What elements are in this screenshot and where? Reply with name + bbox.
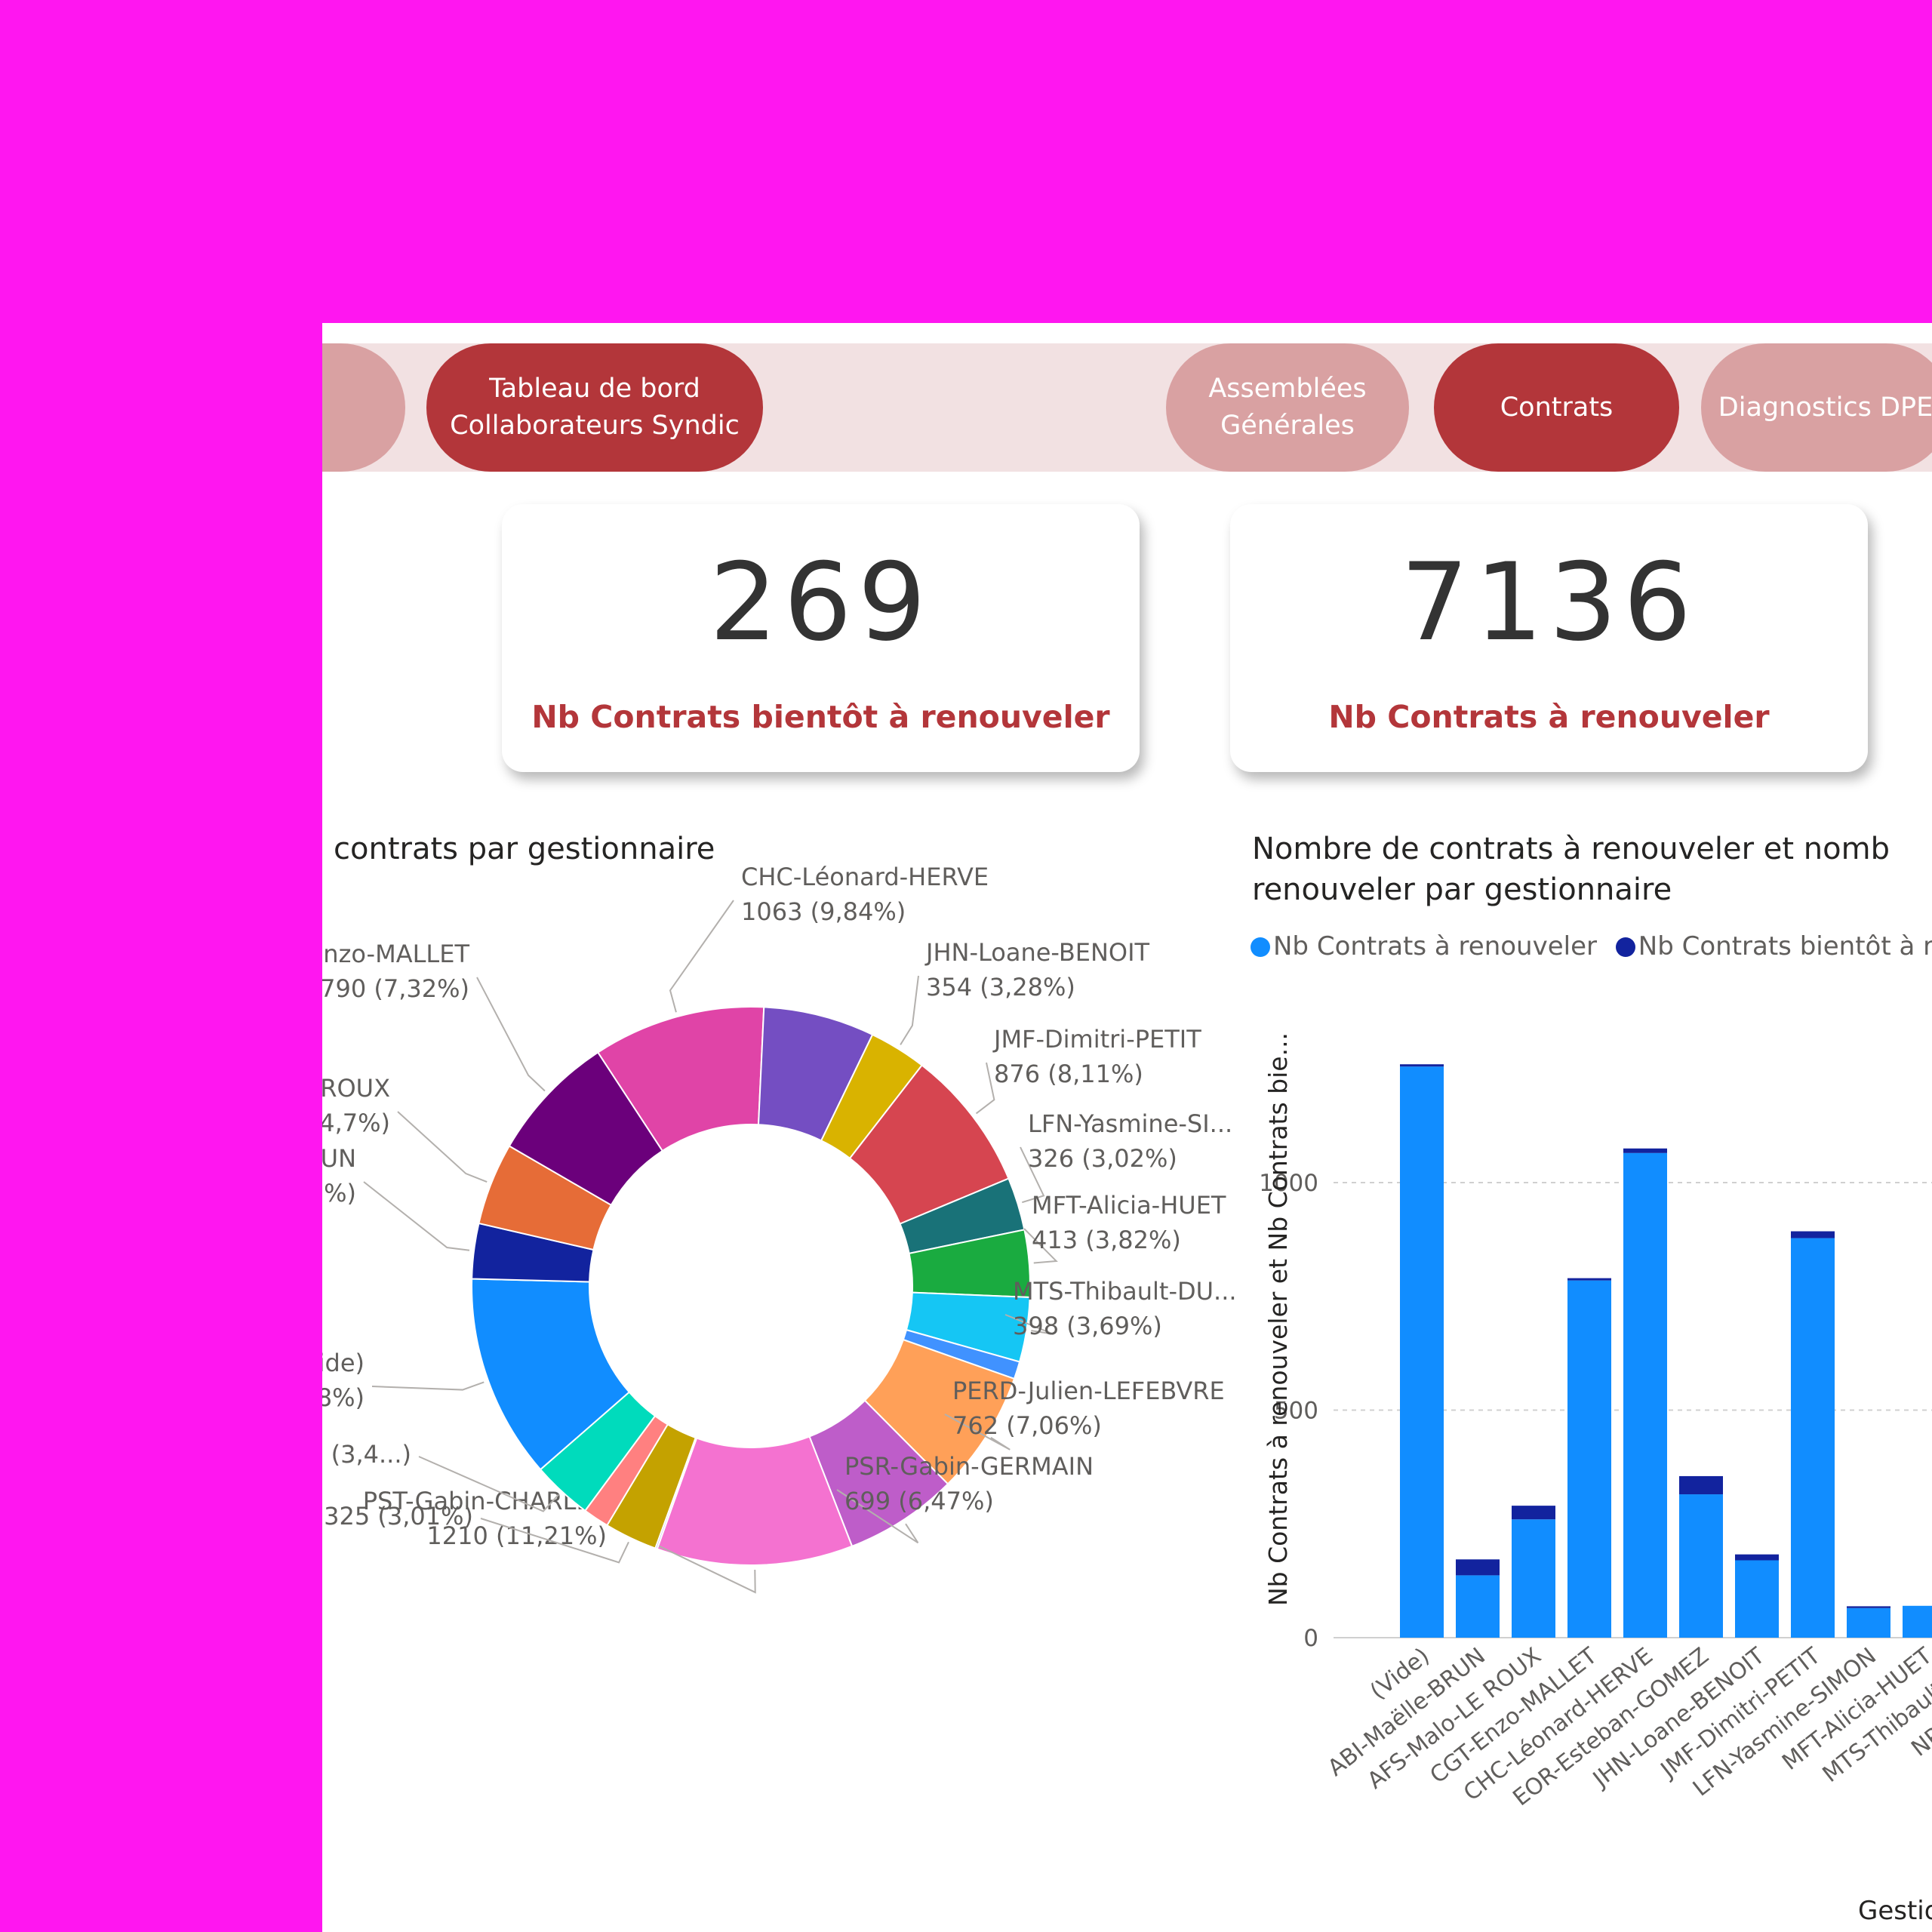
- donut-slice[interactable]: [508, 1051, 664, 1207]
- legend-dot: [1615, 937, 1635, 957]
- donut-chart: CHC-Léonard-HERVE 1063 (9,84%) JHN-Loane-B…: [322, 863, 1237, 1594]
- y-axis-label: Nb Contrats à renouveler et Nb Contrats …: [1263, 1032, 1293, 1606]
- tab-assemblees-generales[interactable]: Assemblées Générales: [1166, 343, 1409, 472]
- slice-label: JHN-Loane-BENOIT: [924, 938, 1150, 967]
- bar-bientot[interactable]: [1791, 1231, 1835, 1238]
- leader-line: [944, 1414, 1011, 1451]
- navigation-bar: ... Tableau de bord Collaborateurs Syndi…: [322, 343, 1932, 472]
- legend-dot: [1251, 937, 1270, 957]
- bar-bientot[interactable]: [1567, 1278, 1611, 1281]
- y-tick-label: 1000: [1259, 1170, 1318, 1197]
- kpi-label: Nb Contrats bientôt à renouveler: [531, 699, 1110, 735]
- legend-item-renouveler[interactable]: Nb Contrats à renouveler: [1251, 931, 1597, 961]
- tab-previous[interactable]: ...: [322, 343, 405, 472]
- bar-renouveler[interactable]: [1903, 1605, 1932, 1638]
- donut-chart-title: contrats par gestionnaire: [334, 832, 715, 866]
- y-tick-label: 0: [1303, 1625, 1318, 1652]
- kpi-card-a-renouveler: 7136 Nb Contrats à renouveler: [1230, 504, 1868, 772]
- legend-item-bientot[interactable]: Nb Contrats bientôt à r: [1615, 931, 1932, 961]
- kpi-label: Nb Contrats à renouveler: [1328, 699, 1770, 735]
- leader-line: [900, 975, 919, 1045]
- leader-line: [397, 1111, 488, 1183]
- slice-value-label: 8%): [322, 1383, 365, 1412]
- slice-value-label: 1063 (9,84%): [741, 897, 906, 926]
- x-axis-label: Gestior: [1858, 1896, 1932, 1926]
- slice-value-label: (4,7%): [322, 1109, 390, 1137]
- slice-value-label: 413 (3,82%): [1032, 1226, 1181, 1254]
- leader-line: [363, 1181, 470, 1251]
- slice-value-label: 354 (3,28%): [926, 973, 1075, 1001]
- bar-bientot[interactable]: [1512, 1506, 1555, 1520]
- slice-value-label: 762 (7,06%): [952, 1411, 1102, 1440]
- slice-value-label: 876 (8,11%): [994, 1060, 1143, 1088]
- slice-value-label: 699 (6,47%): [844, 1487, 994, 1515]
- bar-bientot[interactable]: [1679, 1475, 1723, 1495]
- leader-line: [1020, 1146, 1045, 1204]
- bar-renouveler[interactable]: [1567, 1280, 1611, 1638]
- slice-label: MTS-Thibault-DU...: [1013, 1277, 1237, 1306]
- tab-tableau-de-bord[interactable]: Tableau de bord Collaborateurs Syndic: [426, 343, 763, 472]
- kpi-card-bientot: 269 Nb Contrats bientôt à renouveler: [502, 504, 1140, 772]
- bar-bientot[interactable]: [1456, 1559, 1500, 1576]
- kpi-value: 7136: [1400, 540, 1698, 665]
- slice-label: ide): [322, 1349, 365, 1377]
- kpi-value: 269: [709, 540, 933, 665]
- tab-diagnostics-dpe[interactable]: Diagnostics DPE: [1701, 343, 1932, 472]
- slice-value-label: 1210 (11,21%): [426, 1521, 607, 1550]
- slice-value-label: 326 (3,02%): [1028, 1144, 1177, 1173]
- slice-label: 0 (3,4...): [322, 1440, 411, 1469]
- bar-renouveler[interactable]: [1847, 1607, 1890, 1638]
- legend-label: Nb Contrats à renouveler: [1273, 931, 1597, 961]
- bar-renouveler[interactable]: [1623, 1152, 1667, 1638]
- bar-renouveler[interactable]: [1679, 1494, 1723, 1638]
- legend-label: Nb Contrats bientôt à r: [1638, 931, 1932, 961]
- slice-label: ROUX: [322, 1074, 390, 1103]
- slice-label: CHC-Léonard-HERVE: [741, 863, 989, 891]
- slice-label: . 325 (3,01%): [322, 1502, 473, 1531]
- bar-chart-title-line1: Nombre de contrats à renouveler et nomb: [1252, 832, 1890, 866]
- tab-contrats[interactable]: Contrats: [1434, 343, 1679, 472]
- bar-renouveler[interactable]: [1456, 1575, 1500, 1638]
- leader-line: [975, 1062, 995, 1115]
- leader-line: [669, 900, 734, 1013]
- slice-label: Enzo-MALLET: [322, 940, 469, 968]
- slice-label: MFT-Alicia-HUET: [1032, 1191, 1226, 1220]
- leader-line: [476, 977, 546, 1092]
- slice-value-label: 790 (7,32%): [322, 974, 469, 1003]
- bar-bientot[interactable]: [1400, 1064, 1444, 1067]
- bar-chart-title-line2: renouveler par gestionnaire: [1252, 872, 1672, 907]
- leader-line: [480, 1518, 629, 1564]
- slice-value-label: 398 (3,69%): [1013, 1312, 1162, 1340]
- bar-renouveler[interactable]: [1400, 1066, 1444, 1638]
- leader-line: [1004, 1314, 1054, 1335]
- y-tick-label: 500: [1274, 1398, 1318, 1425]
- bar-bientot[interactable]: [1735, 1554, 1779, 1561]
- report-canvas: ... Tableau de bord Collaborateurs Syndi…: [322, 323, 1932, 1932]
- leader-line: [1023, 1228, 1058, 1264]
- leader-line: [836, 1489, 919, 1544]
- leader-line: [614, 1524, 756, 1594]
- bar-bientot[interactable]: [1847, 1606, 1890, 1608]
- slice-label: UN: [322, 1144, 356, 1173]
- slice-label: LFN-Yasmine-SI...: [1028, 1109, 1232, 1138]
- slice-label: PSR-Gabin-GERMAIN: [844, 1452, 1094, 1481]
- slice-label: PERD-Julien-LEFEBVRE: [952, 1377, 1225, 1405]
- bar-bientot[interactable]: [1623, 1148, 1667, 1153]
- bar-renouveler[interactable]: [1512, 1519, 1555, 1638]
- leader-line: [371, 1381, 485, 1391]
- bar-renouveler[interactable]: [1735, 1560, 1779, 1638]
- slice-label: JMF-Dimitri-PETIT: [992, 1025, 1201, 1054]
- bar-renouveler[interactable]: [1791, 1238, 1835, 1638]
- bar-chart-legend: Nb Contrats à renouveler Nb Contrats bie…: [1251, 931, 1932, 961]
- leader-line: [418, 1456, 559, 1512]
- slice-value-label: l%): [322, 1179, 356, 1208]
